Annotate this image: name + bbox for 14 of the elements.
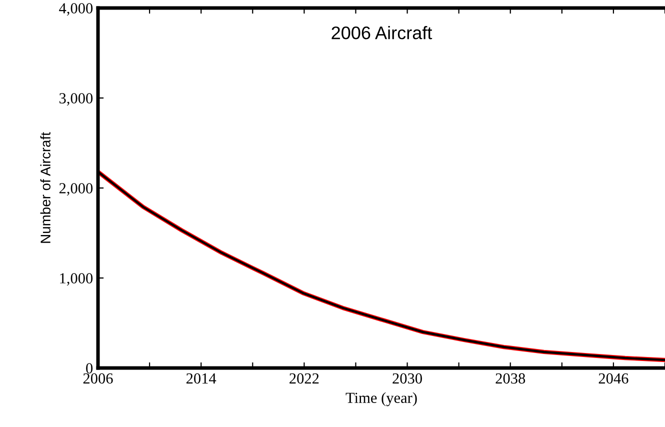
y-axis-title: Number of Aircraft [40,132,50,243]
x-tick-label: 2030 [392,373,422,384]
x-tick-label: 2022 [290,373,319,384]
y-tick-label: 0 [86,363,93,374]
y-tick-label: 1,000 [60,273,93,286]
x-tick-label: 2006 [83,373,113,384]
x-tick-label: 2046 [598,373,628,384]
y-tick-label: 4,000 [59,3,93,16]
x-tick-label: 2038 [496,373,526,384]
text: 2006 Aircraft [332,26,432,40]
y-tick-label: 2,000 [59,183,93,196]
y-tick-label: 3,000 [59,93,93,106]
x-axis-title: Time (year) [346,392,417,406]
x-tick-label: 2014 [186,373,216,384]
